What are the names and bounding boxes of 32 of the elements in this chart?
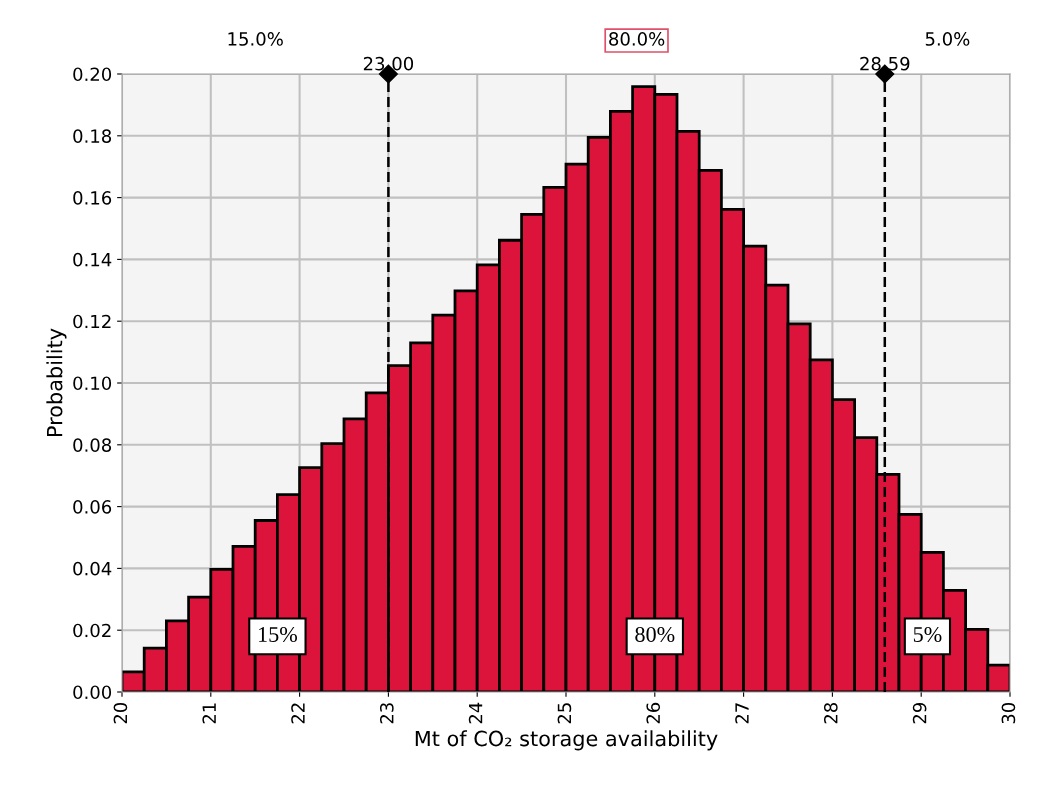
x-tick-label: 24 bbox=[468, 702, 483, 724]
y-tick-label: 0.10 bbox=[73, 376, 112, 391]
x-tick-label: 25 bbox=[557, 703, 572, 724]
y-tick-label: 0.20 bbox=[73, 67, 112, 82]
x-axis-title: Mt of CO₂ storage availability bbox=[415, 730, 718, 751]
y-tick-label: 0.02 bbox=[73, 623, 111, 638]
x-tick-label: 23 bbox=[379, 703, 394, 724]
annotation: 5% bbox=[913, 626, 942, 643]
y-tick-label: 0.08 bbox=[73, 438, 112, 452]
annotation: 80% bbox=[635, 626, 675, 643]
ref-line-label: 23.00 bbox=[363, 56, 414, 71]
y-tick-label: 0.18 bbox=[73, 129, 112, 143]
y-tick-label: 0.04 bbox=[73, 561, 112, 576]
y-axis-title: Probability bbox=[46, 328, 67, 437]
x-tick-label: 26 bbox=[646, 702, 661, 724]
x-tick-label: 22 bbox=[291, 703, 305, 724]
annotation: 15% bbox=[258, 626, 298, 643]
text: 80.0% bbox=[609, 32, 665, 46]
ref-line-label: 28.59 bbox=[860, 56, 910, 71]
x-tick-label: 21 bbox=[202, 703, 216, 724]
x-tick-label: 27 bbox=[735, 703, 749, 724]
text: 15.0% bbox=[228, 32, 283, 46]
y-tick-label: 0.12 bbox=[73, 314, 111, 329]
text: 5.0% bbox=[925, 32, 970, 46]
y-tick-label: 0.16 bbox=[73, 191, 112, 205]
x-tick-label: 29 bbox=[912, 702, 927, 724]
y-tick-label: 0.00 bbox=[73, 685, 112, 700]
x-tick-label: 28 bbox=[823, 702, 838, 724]
x-tick-label: 20 bbox=[113, 702, 128, 724]
x-tick-label: 30 bbox=[1001, 702, 1016, 724]
y-tick-label: 0.14 bbox=[73, 252, 112, 267]
y-tick-label: 0.06 bbox=[73, 500, 112, 514]
